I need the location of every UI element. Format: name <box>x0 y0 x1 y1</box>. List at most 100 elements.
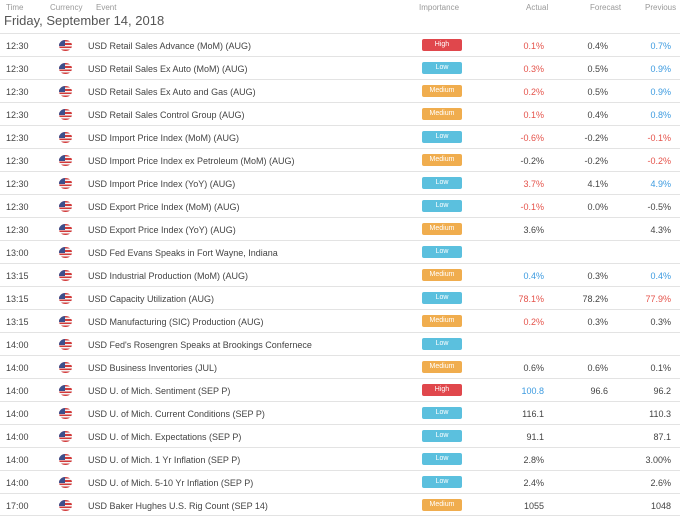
table-row[interactable]: 14:00 USD U. of Mich. Expectations (SEP P… <box>0 424 680 447</box>
table-row[interactable]: 12:30 USD Import Price Index (MoM) (AUG) L… <box>0 125 680 148</box>
us-flag-icon <box>59 431 72 442</box>
table-row[interactable]: 12:30 USD Import Price Index (YoY) (AUG) L… <box>0 171 680 194</box>
table-row[interactable]: 12:30 USD Import Price Index ex Petroleum… <box>0 148 680 171</box>
previous-value: 1048 <box>650 501 671 511</box>
actual-value: 2.8% <box>523 455 544 465</box>
previous-value: -0.1% <box>647 133 671 143</box>
event-name[interactable]: USD Manufacturing (SIC) Production (AUG) <box>88 317 264 327</box>
event-name[interactable]: USD Retail Sales Ex Auto and Gas (AUG) <box>88 87 256 97</box>
header-currency[interactable]: Currency <box>50 3 83 12</box>
importance-badge: Medium <box>422 315 462 327</box>
header-previous[interactable]: Previous <box>645 3 677 12</box>
previous-value: 0.4% <box>650 271 671 281</box>
event-name[interactable]: USD U. of Mich. Sentiment (SEP P) <box>88 386 231 396</box>
actual-value: 1055 <box>523 501 544 511</box>
importance-badge: Low <box>422 131 462 143</box>
importance-badge: Low <box>422 476 462 488</box>
table-row[interactable]: 14:00 USD Business Inventories (JUL) Mediu… <box>0 355 680 378</box>
importance-badge: Medium <box>422 223 462 235</box>
event-name[interactable]: USD U. of Mich. Expectations (SEP P) <box>88 432 242 442</box>
forecast-value: 4.1% <box>587 179 608 189</box>
previous-value: -0.2% <box>647 156 671 166</box>
event-name[interactable]: USD Baker Hughes U.S. Rig Count (SEP 14) <box>88 501 268 511</box>
table-row[interactable]: 12:30 USD Export Price Index (YoY) (AUG) M… <box>0 217 680 240</box>
us-flag-icon <box>59 201 72 212</box>
table-row[interactable]: 14:00 USD U. of Mich. Current Conditions … <box>0 401 680 424</box>
event-name[interactable]: USD Export Price Index (YoY) (AUG) <box>88 225 236 235</box>
importance-badge: Low <box>422 200 462 212</box>
table-row[interactable]: 17:00 USD Baker Hughes U.S. Rig Count (SE… <box>0 493 680 516</box>
event-name[interactable]: USD Capacity Utilization (AUG) <box>88 294 215 304</box>
importance-badge: Medium <box>422 269 462 281</box>
forecast-value: 0.5% <box>587 87 608 97</box>
actual-value: 0.3% <box>523 64 544 74</box>
event-time: 12:30 <box>6 64 29 74</box>
header-event[interactable]: Event <box>96 3 117 12</box>
table-row[interactable]: 12:30 USD Retail Sales Advance (MoM) (AUG… <box>0 33 680 56</box>
importance-badge: Medium <box>422 108 462 120</box>
importance-badge: Low <box>422 177 462 189</box>
importance-badge: Medium <box>422 154 462 166</box>
header-forecast[interactable]: Forecast <box>590 3 622 12</box>
event-name[interactable]: USD Export Price Index (MoM) (AUG) <box>88 202 240 212</box>
forecast-value: -0.2% <box>584 156 608 166</box>
event-name[interactable]: USD Fed's Rosengren Speaks at Brookings … <box>88 340 312 350</box>
actual-value: 3.6% <box>523 225 544 235</box>
event-name[interactable]: USD U. of Mich. 5-10 Yr Inflation (SEP P… <box>88 478 254 488</box>
table-row[interactable]: 12:30 USD Retail Sales Ex Auto and Gas (A… <box>0 79 680 102</box>
event-name[interactable]: USD Retail Sales Ex Auto (MoM) (AUG) <box>88 64 248 74</box>
event-name[interactable]: USD Business Inventories (JUL) <box>88 363 218 373</box>
table-row[interactable]: 13:00 USD Fed Evans Speaks in Fort Wayne,… <box>0 240 680 263</box>
table-row[interactable]: 12:30 USD Retail Sales Control Group (AUG… <box>0 102 680 125</box>
table-row[interactable]: 14:00 USD U. of Mich. 1 Yr Inflation (SEP… <box>0 447 680 470</box>
header-actual[interactable]: Actual <box>526 3 549 12</box>
event-name[interactable]: USD U. of Mich. 1 Yr Inflation (SEP P) <box>88 455 241 465</box>
table-row[interactable]: 14:00 USD U. of Mich. Sentiment (SEP P) Hi… <box>0 378 680 401</box>
actual-value: 0.2% <box>523 87 544 97</box>
event-time: 14:00 <box>6 386 29 396</box>
previous-value: 87.1 <box>653 432 671 442</box>
forecast-value: 0.6% <box>587 363 608 373</box>
table-row[interactable]: 12:30 USD Export Price Index (MoM) (AUG) L… <box>0 194 680 217</box>
table-row[interactable]: 14:00 USD Fed's Rosengren Speaks at Brook… <box>0 332 680 355</box>
event-name[interactable]: USD Fed Evans Speaks in Fort Wayne, Indi… <box>88 248 278 258</box>
event-name[interactable]: USD Industrial Production (MoM) (AUG) <box>88 271 249 281</box>
previous-value: 2.6% <box>650 478 671 488</box>
forecast-value: 0.4% <box>587 110 608 120</box>
table-row[interactable]: 13:15 USD Manufacturing (SIC) Production … <box>0 309 680 332</box>
header-importance[interactable]: Importance <box>419 3 460 12</box>
actual-value: -0.6% <box>520 133 544 143</box>
importance-badge: Low <box>422 430 462 442</box>
event-time: 12:30 <box>6 110 29 120</box>
previous-value: 4.3% <box>650 225 671 235</box>
event-name[interactable]: USD U. of Mich. Current Conditions (SEP … <box>88 409 265 419</box>
importance-badge: Low <box>422 453 462 465</box>
header-time[interactable]: Time <box>6 3 24 12</box>
table-row[interactable]: 13:15 USD Capacity Utilization (AUG) Low 78… <box>0 286 680 309</box>
event-time: 13:15 <box>6 294 29 304</box>
table-row[interactable]: 12:30 USD Retail Sales Ex Auto (MoM) (AUG… <box>0 56 680 79</box>
table-row[interactable]: 14:00 USD U. of Mich. 5-10 Yr Inflation (… <box>0 470 680 493</box>
event-name[interactable]: USD Import Price Index (MoM) (AUG) <box>88 133 240 143</box>
previous-value: 0.9% <box>650 87 671 97</box>
event-time: 12:30 <box>6 87 29 97</box>
event-time: 17:00 <box>6 501 29 511</box>
us-flag-icon <box>59 339 72 350</box>
event-name[interactable]: USD Import Price Index (YoY) (AUG) <box>88 179 236 189</box>
us-flag-icon <box>59 385 72 396</box>
event-name[interactable]: USD Retail Sales Control Group (AUG) <box>88 110 245 120</box>
forecast-value: 0.3% <box>587 271 608 281</box>
event-time: 12:30 <box>6 41 29 51</box>
importance-badge: High <box>422 39 462 51</box>
previous-value: -0.5% <box>647 202 671 212</box>
previous-value: 4.9% <box>650 179 671 189</box>
forecast-value: 96.6 <box>590 386 608 396</box>
event-name[interactable]: USD Retail Sales Advance (MoM) (AUG) <box>88 41 252 51</box>
actual-value: 3.7% <box>523 179 544 189</box>
us-flag-icon <box>59 477 72 488</box>
event-name[interactable]: USD Import Price Index ex Petroleum (MoM… <box>88 156 295 166</box>
event-time: 14:00 <box>6 409 29 419</box>
us-flag-icon <box>59 63 72 74</box>
us-flag-icon <box>59 155 72 166</box>
table-row[interactable]: 13:15 USD Industrial Production (MoM) (AU… <box>0 263 680 286</box>
